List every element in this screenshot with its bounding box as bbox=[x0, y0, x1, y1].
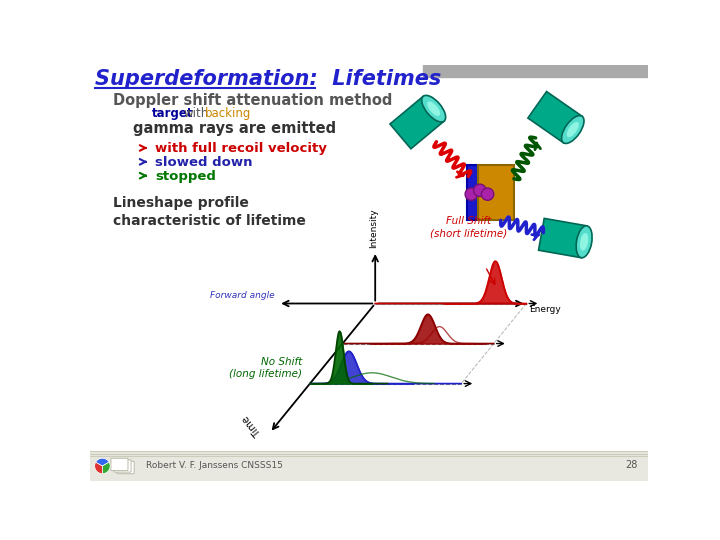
Ellipse shape bbox=[422, 96, 446, 122]
Text: Forward angle: Forward angle bbox=[210, 291, 274, 300]
Text: 28: 28 bbox=[625, 460, 637, 470]
Wedge shape bbox=[94, 462, 102, 474]
Text: Lineshape profile
characteristic of lifetime: Lineshape profile characteristic of life… bbox=[113, 195, 306, 228]
Text: Doppler shift attenuation method: Doppler shift attenuation method bbox=[113, 93, 392, 108]
Bar bbox=[467, 165, 478, 220]
Bar bbox=[528, 92, 582, 143]
Text: with full recoil velocity: with full recoil velocity bbox=[155, 142, 327, 155]
Wedge shape bbox=[96, 458, 109, 466]
Ellipse shape bbox=[576, 226, 592, 258]
Bar bbox=[423, 65, 648, 77]
Bar bbox=[390, 96, 444, 149]
FancyBboxPatch shape bbox=[111, 458, 128, 470]
Ellipse shape bbox=[562, 116, 584, 144]
Circle shape bbox=[482, 188, 494, 200]
Bar bbox=[539, 218, 587, 258]
Ellipse shape bbox=[580, 233, 588, 251]
Text: Full Shift
(short lifetime): Full Shift (short lifetime) bbox=[430, 217, 507, 238]
FancyBboxPatch shape bbox=[114, 460, 131, 472]
Text: No Shift
(long lifetime): No Shift (long lifetime) bbox=[230, 357, 302, 379]
Text: Robert V. F. Janssens CNSSS15: Robert V. F. Janssens CNSSS15 bbox=[145, 461, 283, 470]
Circle shape bbox=[465, 188, 477, 200]
Text: Intensity: Intensity bbox=[369, 208, 378, 248]
FancyBboxPatch shape bbox=[117, 461, 134, 474]
Text: slowed down: slowed down bbox=[155, 156, 253, 168]
Text: with: with bbox=[183, 107, 208, 120]
Text: Energy: Energy bbox=[528, 305, 560, 314]
Circle shape bbox=[474, 184, 486, 197]
Text: Superdeformation:  Lifetimes: Superdeformation: Lifetimes bbox=[94, 69, 441, 89]
Text: gamma rays are emitted: gamma rays are emitted bbox=[132, 120, 336, 136]
Wedge shape bbox=[102, 462, 110, 474]
Ellipse shape bbox=[567, 122, 579, 137]
Text: stopped: stopped bbox=[155, 170, 216, 183]
Text: Time: Time bbox=[240, 413, 264, 438]
Bar bbox=[478, 165, 514, 220]
Bar bbox=[90, 451, 648, 481]
Text: target: target bbox=[152, 107, 194, 120]
Text: backing: backing bbox=[204, 107, 251, 120]
Ellipse shape bbox=[427, 102, 440, 116]
